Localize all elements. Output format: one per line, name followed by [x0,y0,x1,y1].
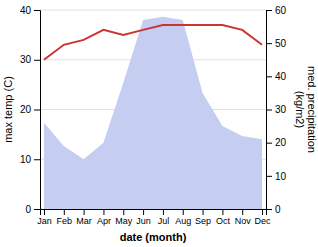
tick: 20 [20,104,40,115]
tick: Aug [175,209,191,226]
tick: 50 [266,38,287,49]
tick: 20 [266,137,287,148]
tick-label: 30 [20,54,32,65]
tick-label: 50 [275,38,287,49]
tick: 30 [266,104,287,115]
tick-mark [34,209,40,210]
line [44,25,262,60]
tick-mark [266,209,272,210]
tick: Dec [255,209,272,226]
tick: Feb [57,209,73,226]
tick-label: Jan [37,216,52,226]
tick-mark [262,209,263,215]
tick-mark [183,209,184,215]
tick-label: Jun [136,216,151,226]
tick-mark [143,209,144,215]
tick-label: Dec [255,216,272,226]
tick: 30 [20,54,40,65]
y2-axis-title: med. precipitation(kg/m2) [294,66,318,153]
tick: 10 [266,171,287,182]
tick-mark [266,43,272,44]
tick: 60 [266,5,287,16]
tick-label: 0 [25,204,31,215]
tick-mark [266,176,272,177]
x-axis: Jan FebMar Apr MayJun Jul Aug Sep Oct NovDec [37,209,271,226]
tick-label: Nov [235,216,252,226]
tick: May [115,209,133,226]
tick-mark [84,209,85,215]
chart: JanFebMarAprMayJunJulAugSepOctNovDec0102… [0,0,318,247]
tick-label: 0 [275,204,281,215]
tick-mark [266,110,272,111]
tick: Apr [97,209,111,226]
tick-label: 40 [275,71,287,82]
tick-mark [103,209,104,215]
tick-label: 10 [20,154,32,165]
tick: Oct [216,209,231,226]
tick: Nov [235,209,252,226]
axis-line [267,11,273,210]
tick-label: 30 [275,104,287,115]
tick-mark [266,10,272,11]
tick: Jun [136,209,151,226]
tick-label: Sep [195,216,211,226]
tick-label: Aug [175,216,191,226]
tick-mark [266,76,272,77]
tick-mark [222,209,223,215]
tick: Jan [37,209,52,226]
tick-label: 20 [275,137,287,148]
tick-mark [123,209,124,215]
tick-label: Jul [158,216,170,226]
grid [40,10,266,209]
tick-mark [34,159,40,160]
tick-label: Feb [57,216,73,226]
tick: Mar [76,209,92,226]
tick-mark [34,110,40,111]
y-axis: 0 10 20 30 40 [20,5,41,215]
tick: 0 [25,204,40,215]
tick-mark [163,209,164,215]
tick-label: Mar [76,216,92,226]
tick: Sep [195,209,211,226]
tick-label: 60 [275,5,287,16]
tick-mark [34,60,40,61]
y2-axis-title-line: (kg/m2) [294,91,306,128]
tick-mark [64,209,65,215]
y2-axis-title-line: med. precipitation [306,66,318,153]
marks [44,17,262,209]
tick-mark [34,10,40,11]
tick-label: 20 [20,104,32,115]
tick: 40 [20,5,40,16]
tick: Jul [158,209,170,226]
tick-mark [266,143,272,144]
tick-label: 40 [20,5,32,16]
y-axis-title: max temp (C) [2,76,14,143]
tick-label: Oct [216,216,231,226]
tick-mark [44,209,45,215]
tick-label: Apr [97,216,111,226]
tick: 10 [20,154,40,165]
tick-label: 10 [275,171,287,182]
tick: 40 [266,71,287,82]
tick-mark [203,209,204,215]
tick: 0 [266,204,281,215]
tick-label: May [115,216,133,226]
axis-line [41,210,267,216]
axis-line [34,11,41,210]
area [44,17,262,209]
plot: JanFebMarAprMayJunJulAugSepOctNovDec0102… [2,5,318,243]
tick-mark [242,209,243,215]
grid-line [40,10,266,11]
x-axis-title: date (month) [120,231,187,243]
y2-axis: 0 10 20 30 40 50 60 [266,5,287,215]
